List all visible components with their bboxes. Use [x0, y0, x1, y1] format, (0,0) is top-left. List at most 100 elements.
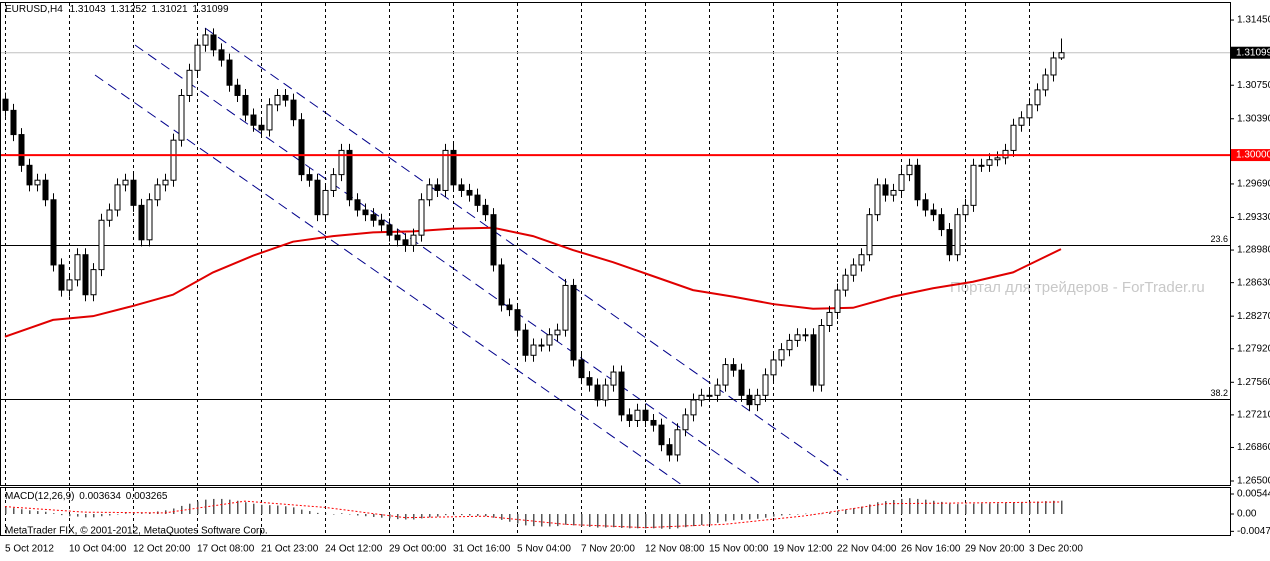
candle-body [274, 94, 281, 106]
candle-body [290, 99, 297, 121]
candle-body [114, 184, 121, 211]
macd-bar [61, 514, 63, 516]
macd-bar [989, 503, 991, 514]
y-tick-label: 1.29330 [1237, 212, 1270, 223]
macd-header: MACD(12,26,9) 0.003634 0.003265 [5, 491, 168, 502]
y-tick-label: 1.28980 [1237, 245, 1270, 256]
x-tick-label: 26 Nov 16:00 [901, 544, 961, 555]
macd-bar [821, 513, 823, 515]
y-tick-label: 1.29690 [1237, 179, 1270, 190]
macd-bar [45, 511, 47, 514]
macd-bar [293, 507, 295, 514]
macd-bar [741, 514, 743, 520]
y-tick-label: 0.00 [1237, 509, 1257, 520]
candle-body [914, 164, 921, 201]
candle-body [402, 239, 409, 246]
candle-body [634, 409, 641, 421]
macd-bar [325, 513, 327, 515]
macd-bar [621, 514, 623, 528]
y-tick-label: 1.27920 [1237, 343, 1270, 354]
candle-body [98, 219, 105, 271]
main-panel [0, 2, 1231, 486]
macd-bar [229, 499, 231, 514]
candle-body [650, 419, 657, 426]
candle-body [202, 34, 209, 46]
macd-bar [1029, 501, 1031, 514]
macd-bar [757, 514, 759, 519]
macd-bar [21, 509, 23, 514]
macd-bar [69, 514, 71, 517]
candle-body [178, 94, 185, 141]
macd-bar [1037, 501, 1039, 514]
channel-upper [204, 27, 849, 481]
macd-bar [421, 514, 423, 519]
candle-body [482, 204, 489, 216]
symbol: EURUSD,H4 [5, 4, 63, 15]
candle-body [906, 164, 913, 176]
candle-body [994, 157, 1001, 161]
macd-value: 0.003634 [79, 491, 121, 502]
candle-body [946, 229, 953, 256]
macd-bar [1005, 502, 1007, 514]
candle-body [410, 234, 417, 246]
chart-header: EURUSD,H4 1.31043 1.31252 1.31021 1.3109… [5, 4, 229, 15]
candle-body [626, 414, 633, 421]
candle-body [34, 179, 41, 186]
macd-bar [733, 514, 735, 521]
macd-bar [805, 513, 807, 515]
macd-bar [5, 507, 7, 514]
candle-body [930, 209, 937, 216]
macd-bar [645, 514, 647, 529]
macd-bar [749, 514, 751, 520]
macd-bar [789, 514, 791, 515]
candle-body [666, 444, 673, 456]
candle-body [922, 199, 929, 211]
candle-body [866, 214, 873, 256]
candle-body [642, 409, 649, 421]
high-value: 1.31252 [111, 4, 148, 15]
candle-body [698, 394, 705, 401]
candle-body [970, 164, 977, 206]
macd-bar [669, 514, 671, 530]
candle-body [938, 214, 945, 231]
macd-bar [93, 514, 95, 518]
x-tick-label: 29 Oct 00:00 [389, 544, 447, 555]
candle-body [818, 324, 825, 386]
candle-body [882, 184, 889, 196]
macd-bar [573, 514, 575, 526]
candle-body [66, 279, 73, 291]
candle-body [706, 394, 713, 397]
candle-body [610, 371, 617, 386]
macd-bar [533, 514, 535, 527]
fib-label: 23.6 [1210, 234, 1228, 244]
candle-body [474, 194, 481, 206]
candle-body [306, 174, 313, 181]
macd-bar [13, 508, 15, 514]
candle-body [1018, 117, 1025, 126]
candle-body [58, 264, 65, 291]
macd-bar [301, 509, 303, 514]
y-tick-label: 1.27560 [1237, 377, 1270, 388]
macd-bar [597, 514, 599, 528]
x-tick-label: 29 Nov 20:00 [965, 544, 1025, 555]
x-tick-label: 10 Oct 04:00 [69, 544, 127, 555]
candle-body [90, 269, 97, 296]
macd-bar [869, 504, 871, 514]
candle-body [154, 184, 161, 201]
candle-body [570, 284, 577, 361]
candle-body [250, 114, 257, 126]
y-tick-label: 1.31450 [1237, 15, 1270, 26]
y-tick-label: 1.28630 [1237, 277, 1270, 288]
macd-bar [445, 514, 447, 516]
macd-signal [4, 500, 1062, 529]
candle-body [826, 311, 833, 326]
price-tag [1231, 46, 1270, 59]
x-tick-label: 12 Nov 08:00 [645, 544, 705, 555]
candle-body [138, 204, 145, 241]
candle-body [794, 334, 801, 341]
candle-body [50, 199, 57, 266]
candle-body [594, 384, 601, 401]
candle-body [682, 414, 689, 431]
macd-title: MACD(12,26,9) [5, 491, 74, 502]
